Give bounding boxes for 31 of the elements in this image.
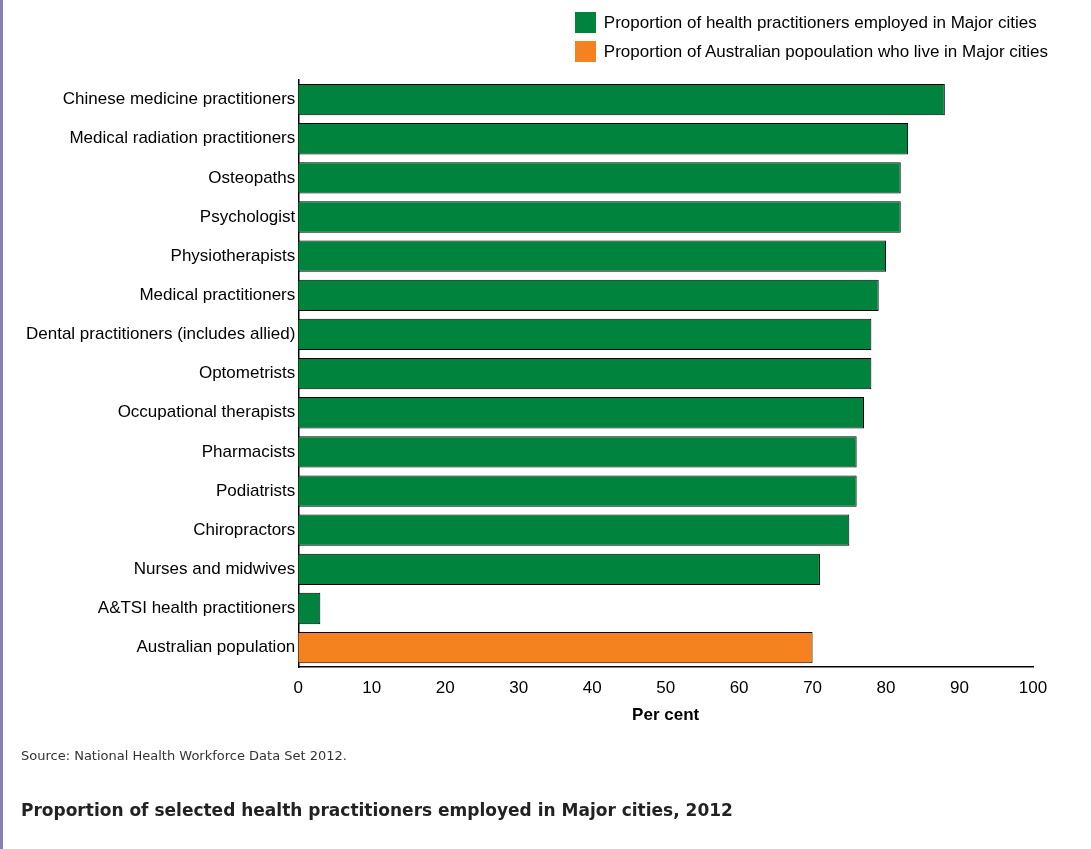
x-tick-label: 70 [803, 678, 823, 698]
y-tick-label: Pharmacists [201, 441, 296, 461]
y-tick-label: Podiatrists [215, 480, 296, 500]
x-tick-label: 10 [362, 678, 382, 698]
x-tick-label: 0 [293, 678, 304, 698]
y-tick-label: Nurses and midwives [133, 559, 296, 579]
legend-label: Proportion of health practitioners employed in Major cities [603, 12, 1037, 33]
y-tick-label: Chiropractors [193, 519, 296, 539]
source-note: Source: National Health Workforce Data Set 2012. [21, 748, 347, 763]
y-tick-label: Occupational therapists [117, 402, 296, 422]
x-tick-label: 20 [435, 678, 455, 698]
y-tick-label: Medical radiation practitioners [69, 128, 296, 148]
y-tick-label: Medical practitioners [139, 284, 296, 304]
y-tick-label: Osteopaths [208, 167, 296, 187]
y-tick-label: Australian population [136, 637, 296, 657]
y-tick-label: Physiotherapists [170, 245, 296, 265]
x-tick-label: 50 [656, 678, 676, 698]
y-tick-label: Optometrists [198, 363, 296, 383]
x-tick-label: 80 [876, 678, 896, 698]
y-tick-label: A&TSI health practitioners [97, 598, 296, 618]
x-tick-label: 100 [1018, 678, 1048, 698]
x-tick-label: 60 [729, 678, 749, 698]
y-tick-label: Dental practitioners (includes allied) [26, 324, 296, 344]
x-tick-label: 30 [509, 678, 529, 698]
x-axis-title: Per cent [632, 705, 700, 725]
y-tick-label: Chinese medicine practitioners [62, 89, 296, 109]
y-tick-label: Psychologist [199, 206, 296, 226]
x-tick-label: 90 [950, 678, 969, 698]
text: Proportion of selected health practitioners employed in Major cities, 2012 [21, 800, 733, 820]
x-tick-label: 40 [582, 678, 602, 698]
legend-label: Proportion of Australian popoulation who live in Major cities [603, 41, 1048, 62]
